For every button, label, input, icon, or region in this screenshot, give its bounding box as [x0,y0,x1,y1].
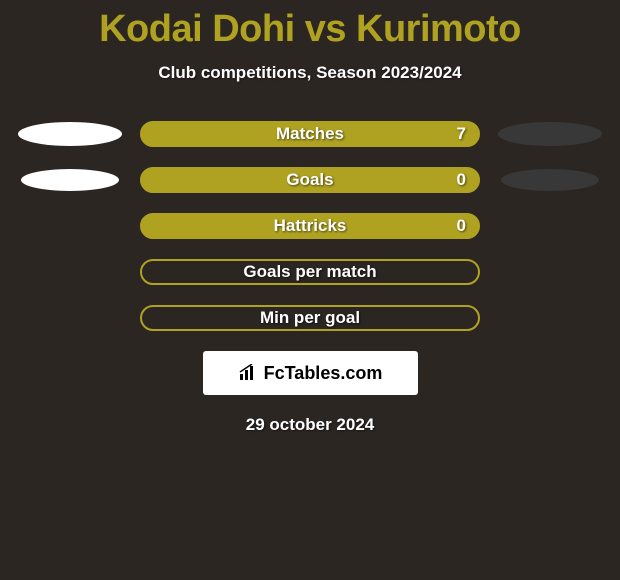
right-dot-matches [498,122,602,146]
left-dot-goals [21,169,119,191]
stat-label: Min per goal [260,308,360,328]
stat-bar-matches: Matches 7 [140,121,480,147]
comparison-chart: Matches 7 Goals 0 Hattricks 0 Goals per … [0,121,620,331]
stat-value-right: 7 [457,124,466,144]
logo-box: FcTables.com [203,351,418,395]
date-label: 29 october 2024 [0,415,620,435]
stat-bar-goals: Goals 0 [140,167,480,193]
stat-label: Hattricks [274,216,347,236]
subtitle: Club competitions, Season 2023/2024 [0,63,620,83]
right-dot-container [480,169,620,191]
left-dot-container [0,122,140,146]
stat-row-matches: Matches 7 [0,121,620,147]
bar-chart-icon [238,364,260,382]
stat-label: Goals [286,170,333,190]
stat-row-goals-per-match: Goals per match [0,259,620,285]
stat-bar-goals-per-match: Goals per match [140,259,480,285]
logo: FcTables.com [238,363,383,384]
stat-bar-hattricks: Hattricks 0 [140,213,480,239]
stat-label: Matches [276,124,344,144]
left-dot-container [0,169,140,191]
right-dot-goals [501,169,599,191]
right-dot-container [480,122,620,146]
stat-row-goals: Goals 0 [0,167,620,193]
stat-value-right: 0 [457,170,466,190]
page-title: Kodai Dohi vs Kurimoto [0,0,620,51]
stat-bar-min-per-goal: Min per goal [140,305,480,331]
logo-text: FcTables.com [264,363,383,384]
stat-row-hattricks: Hattricks 0 [0,213,620,239]
stat-value-right: 0 [457,216,466,236]
stat-row-min-per-goal: Min per goal [0,305,620,331]
stat-label: Goals per match [243,262,376,282]
left-dot-matches [18,122,122,146]
